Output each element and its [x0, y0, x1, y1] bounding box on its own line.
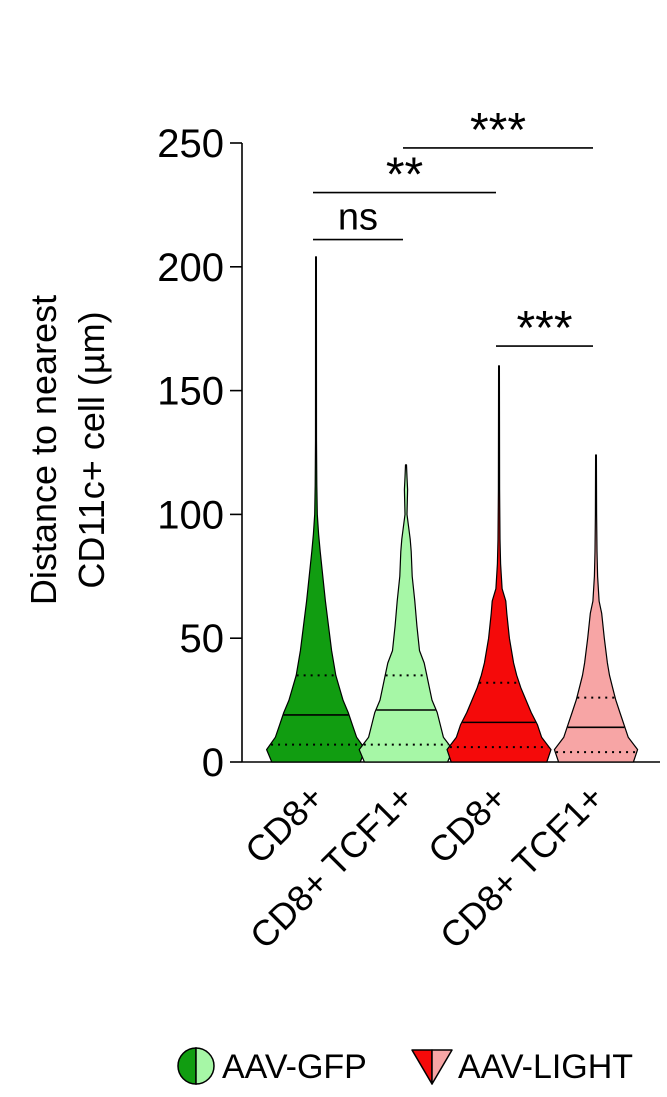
y-tick-label: 50	[180, 617, 225, 661]
legend: AAV-GFP AAV-LIGHT	[177, 1047, 633, 1086]
violin-body	[553, 454, 639, 763]
category-label: CD8+	[420, 777, 515, 872]
significance-bracket: ***	[403, 104, 593, 157]
y-tick-label: 200	[157, 246, 224, 290]
significance-bracket: **	[313, 149, 496, 202]
y-axis: 0 50 100 150 200 250	[157, 122, 243, 785]
significance-brackets: ns********	[313, 104, 593, 355]
violin-3	[446, 365, 552, 763]
y-tick-label: 150	[157, 370, 224, 414]
significance-label: ***	[516, 302, 572, 355]
violins	[266, 256, 639, 763]
category-labels: CD8+CD8+ TCF1+CD8+CD8+ TCF1+	[237, 777, 612, 957]
legend-item-aav-gfp: AAV-GFP	[177, 1047, 367, 1086]
significance-label: ***	[470, 104, 526, 157]
y-axis-label-line-1: Distance to nearest	[23, 295, 64, 605]
significance-label: ns	[338, 197, 378, 239]
legend-gfp-light-half	[195, 1047, 215, 1085]
violin-1	[266, 256, 366, 763]
legend-light-light-half	[431, 1049, 453, 1085]
significance-bracket: ***	[496, 302, 593, 355]
violin-4	[553, 454, 639, 763]
legend-gfp-dark-half	[177, 1047, 197, 1085]
y-tick-label: 100	[157, 493, 224, 537]
violin-body	[358, 464, 454, 763]
violin-2	[358, 464, 454, 763]
violin-body	[266, 256, 366, 763]
violin-body	[446, 365, 552, 763]
legend-label-aav-gfp: AAV-GFP	[222, 1048, 367, 1086]
y-axis-label-line-2: CD11c+ cell (µm)	[71, 311, 112, 588]
legend-light-dark-half	[411, 1049, 433, 1085]
y-tick-label: 250	[157, 122, 224, 166]
y-tick-label: 0	[202, 741, 224, 785]
significance-bracket: ns	[313, 197, 403, 241]
legend-label-aav-light: AAV-LIGHT	[458, 1048, 633, 1086]
legend-item-aav-light: AAV-LIGHT	[411, 1048, 633, 1086]
significance-label: **	[386, 149, 423, 202]
